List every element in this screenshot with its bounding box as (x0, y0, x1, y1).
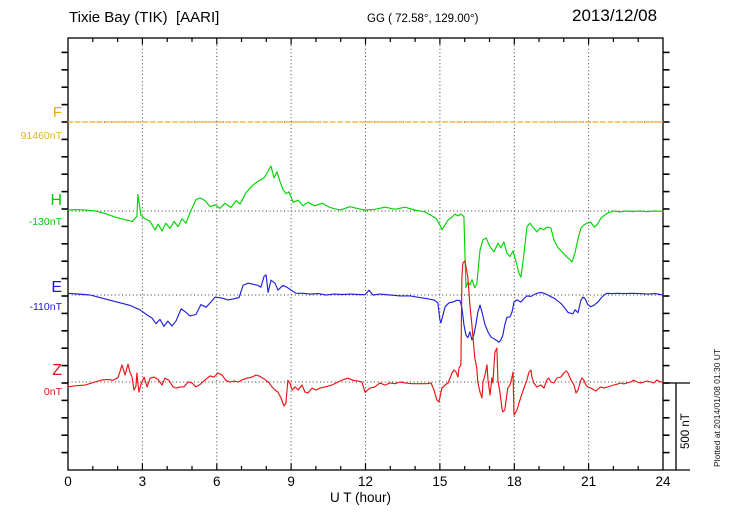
hour-ticks (92, 38, 639, 470)
x-axis-title: U T (hour) (330, 490, 392, 505)
nt-ticks (61, 51, 670, 454)
x-tick-label: 18 (506, 474, 522, 489)
x-tick-label: 0 (64, 474, 72, 489)
plot-date: 2013/12/08 (572, 6, 658, 25)
trace-E (67, 274, 664, 343)
plot-frame (67, 37, 664, 471)
trace-Z (67, 260, 664, 416)
x-tick-label: 21 (581, 474, 597, 489)
x-tick-label: 24 (655, 474, 671, 489)
x-tick-label: 6 (212, 474, 221, 489)
geographic-coordinates: GG ( 72.58°, 129.00°) (367, 13, 479, 25)
scale-bar-label: 500 nT (680, 413, 692, 449)
component-label-Z: Z (52, 362, 62, 379)
vertical-gridlines (141, 38, 590, 470)
component-baseline-E: -110nT (29, 301, 63, 313)
component-baseline-Z: 0nT (43, 386, 62, 398)
plotted-at-note: Plotted at 2014/01/08 01:30 UT (712, 348, 722, 467)
trace-H (67, 165, 664, 289)
x-tick-label: 12 (357, 474, 374, 489)
x-tick-label: 9 (287, 474, 295, 489)
page-title: Tixie Bay (TIK) [AARI] (69, 9, 220, 26)
x-tick-label: 15 (432, 474, 448, 489)
component-baseline-F: 91460nT (20, 130, 62, 142)
scale-bar (663, 382, 690, 471)
component-label-F: F (52, 104, 62, 121)
component-label-H: H (50, 192, 62, 209)
component-baseline-H: -130nT (28, 216, 62, 228)
x-tick-label: 3 (138, 474, 147, 489)
component-label-E: E (51, 279, 62, 296)
